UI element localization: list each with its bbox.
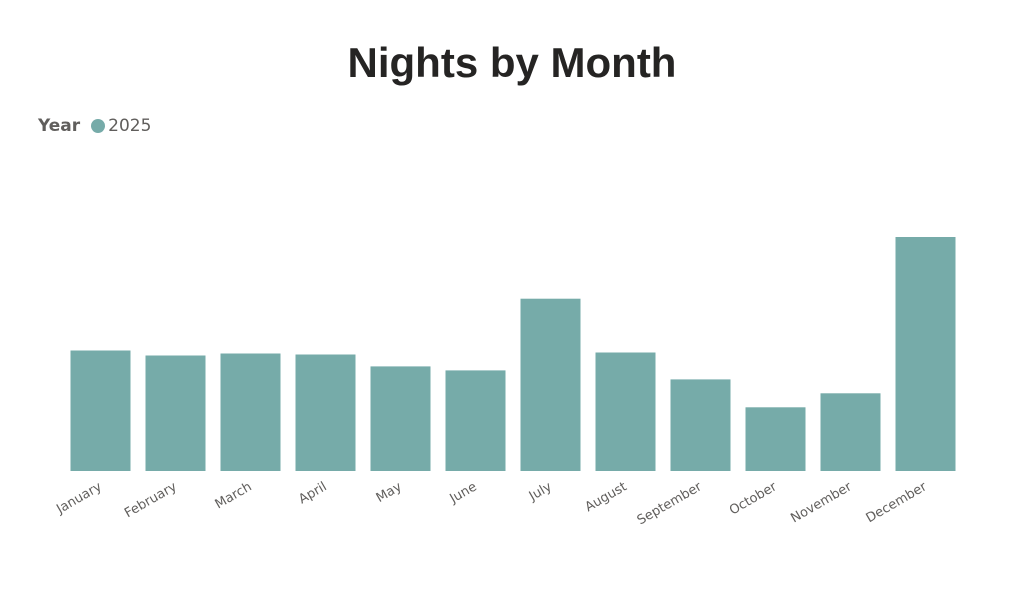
chart-title: Nights by Month [347, 39, 677, 86]
bar-april [295, 354, 356, 471]
bar-march [220, 353, 281, 471]
legend: Year 2025 [38, 114, 151, 138]
x-tick-label-july: July [526, 479, 555, 504]
bar-june [445, 370, 506, 471]
bar-january [70, 350, 131, 471]
bar-february [145, 355, 206, 471]
x-tick-label-april: April [296, 479, 329, 507]
x-tick-label-october: October [727, 479, 780, 518]
x-tick-label-may: May [374, 479, 405, 506]
x-tick-label-june: June [447, 479, 480, 507]
x-tick-label-november: November [788, 479, 855, 526]
x-tick-label-january: January [53, 479, 104, 517]
bar-july [520, 298, 581, 471]
bar-august [595, 352, 656, 471]
legend-swatch-2025 [91, 119, 106, 133]
bar-november [820, 393, 881, 471]
bar-september [670, 379, 731, 471]
bar-december [895, 237, 956, 471]
bar-may [370, 366, 431, 471]
x-tick-label-march: March [213, 479, 255, 512]
x-tick-label-august: August [583, 479, 630, 515]
x-tick-label-december: December [864, 479, 930, 526]
x-tick-label-february: February [122, 479, 180, 521]
legend-title: Year [38, 116, 81, 136]
x-tick-label-september: September [635, 479, 705, 528]
legend-label-2025: 2025 [108, 116, 152, 136]
bar-october [745, 407, 806, 471]
